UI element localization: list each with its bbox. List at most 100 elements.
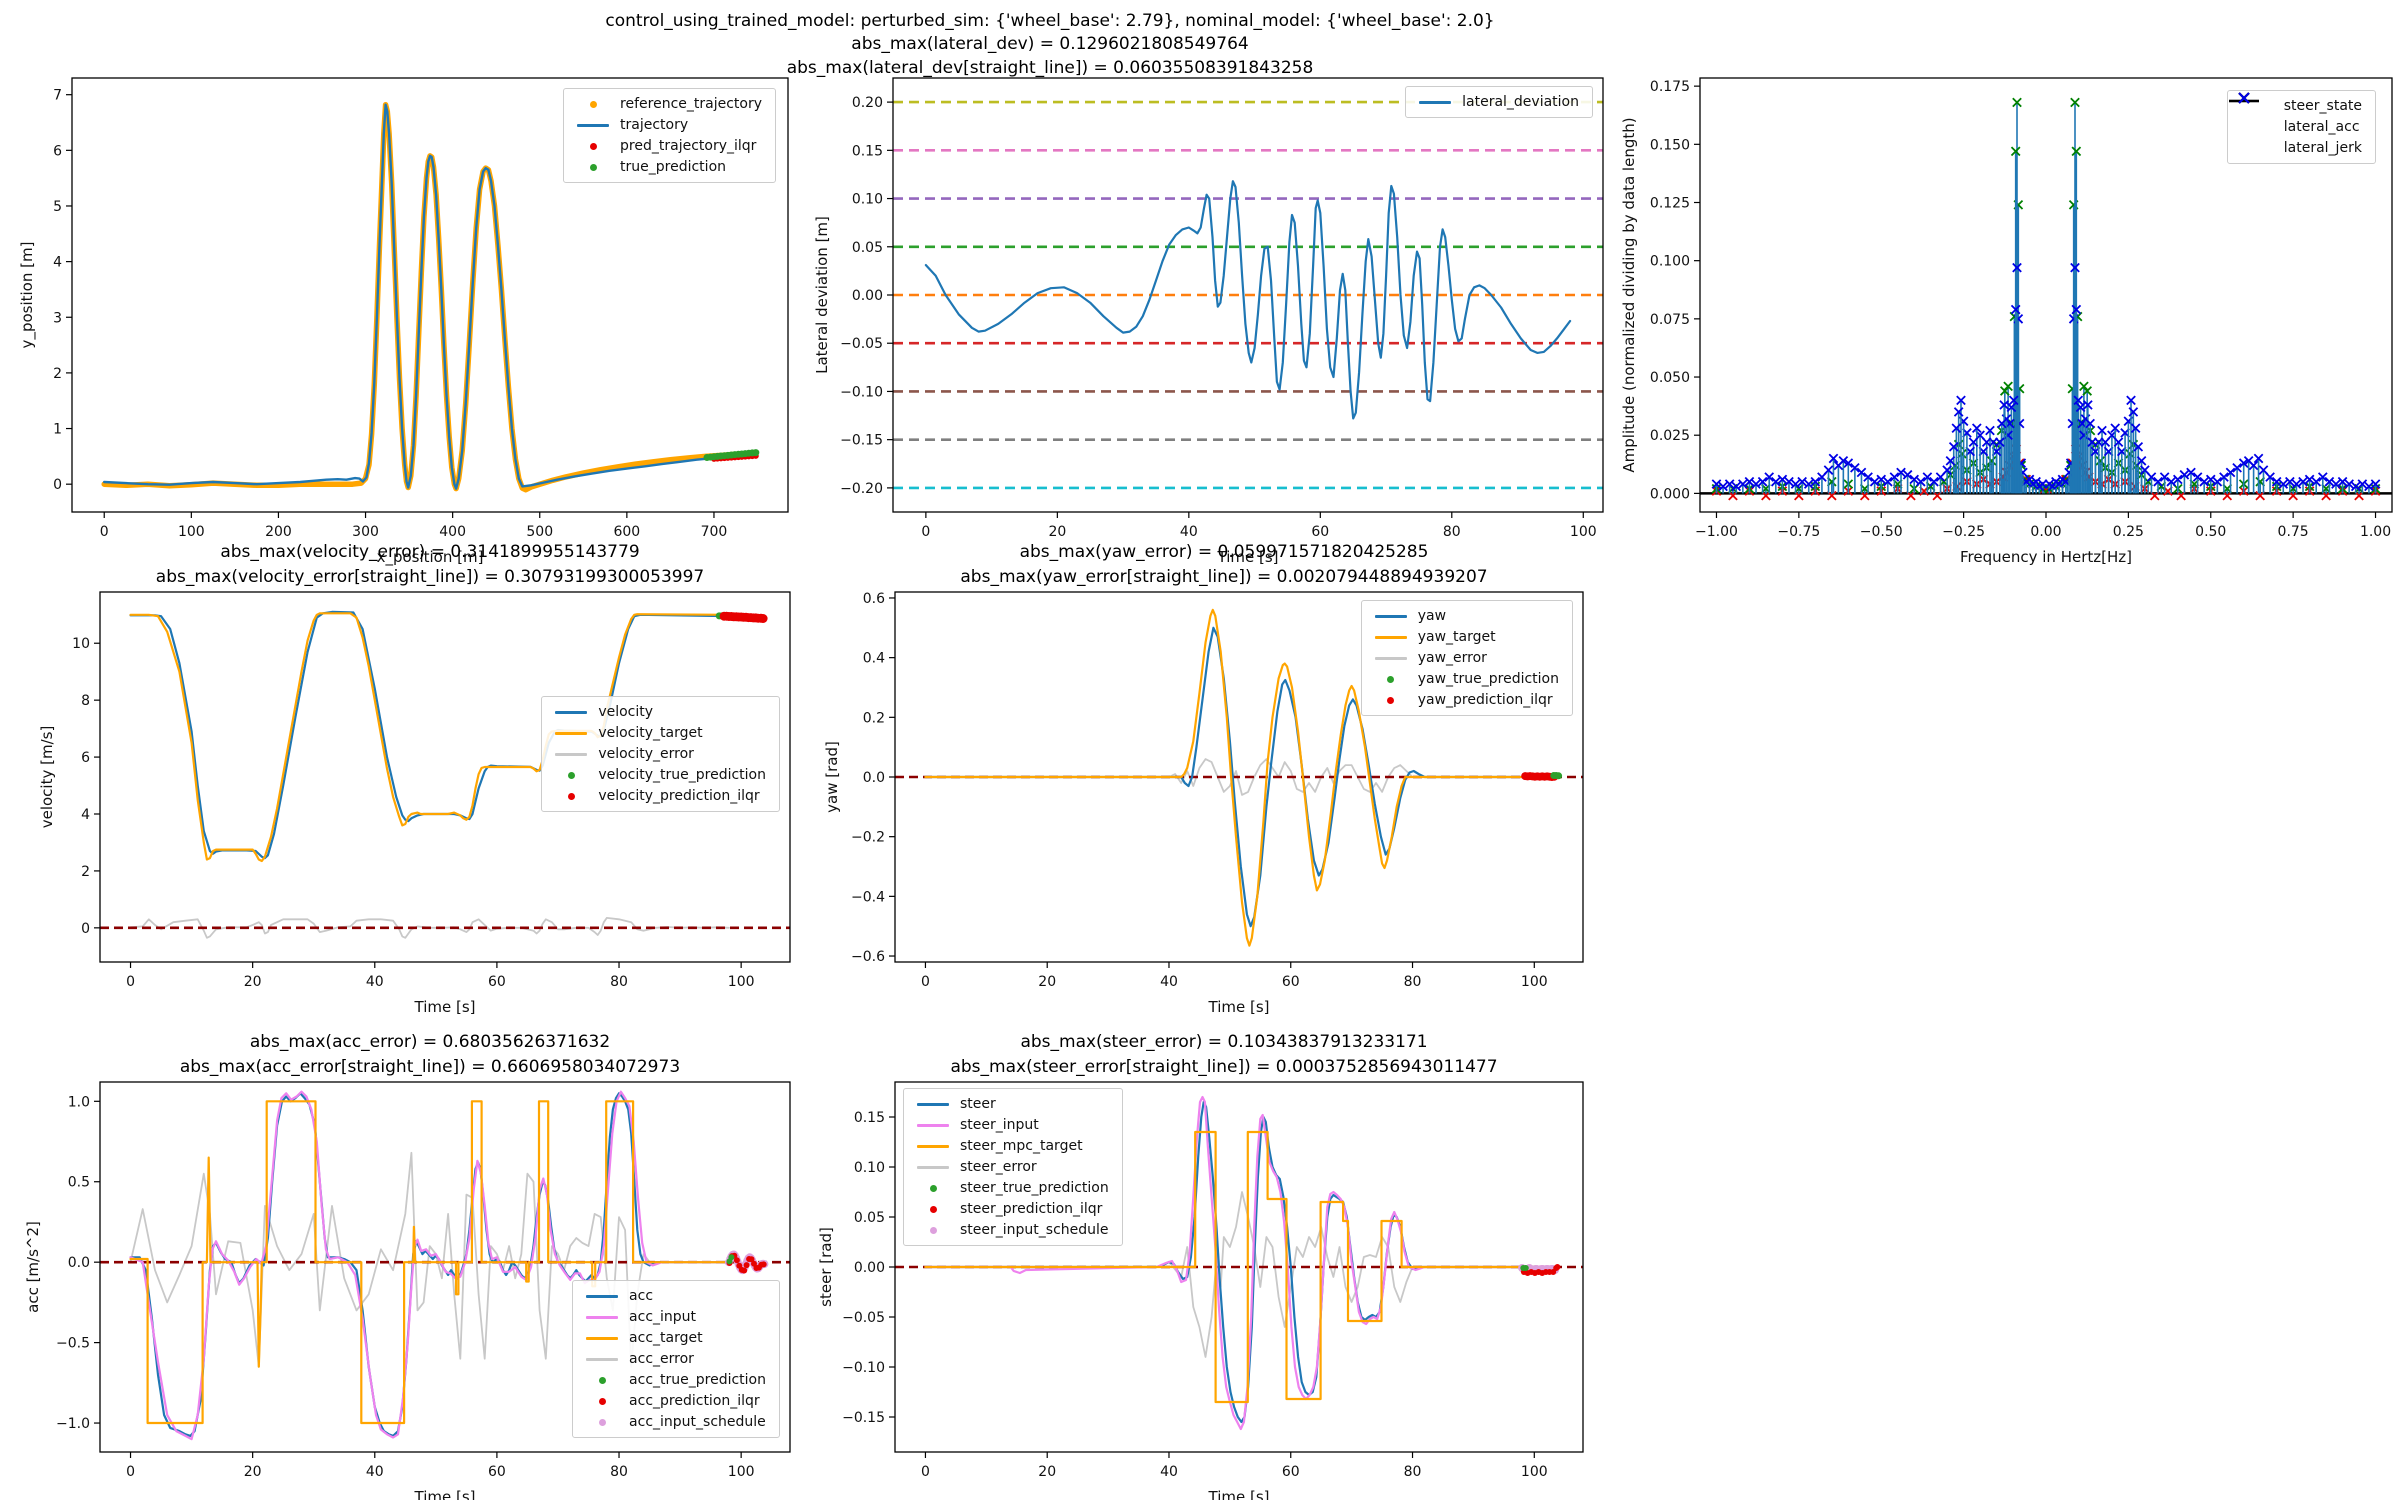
- legend-label: lateral_acc: [2283, 119, 2360, 135]
- legend-label: lateral_deviation: [1462, 94, 1579, 110]
- x-axis-label: Time [s]: [1217, 548, 1279, 566]
- legend-xmark-icon: [2228, 92, 2273, 155]
- suptitle-line-1: control_using_trained_model: perturbed_s…: [605, 11, 1495, 31]
- x-axis-label: x_position [m]: [377, 548, 484, 567]
- plot-velocity: abs_max(velocity_error) = 0.314189995514…: [38, 542, 791, 1016]
- y-tick-label: −0.05: [842, 1310, 885, 1326]
- y-tick-label: 0.050: [1650, 370, 1690, 386]
- x-axis-label: Frequency in Hertz[Hz]: [1960, 548, 2132, 566]
- plot-title-line: abs_max(acc_error[straight_line]) = 0.66…: [179, 1056, 681, 1077]
- plot-title-line: abs_max(yaw_error[straight_line]) = 0.00…: [960, 566, 1488, 587]
- legend-label: yaw_error: [1417, 650, 1487, 666]
- plot-title-line: abs_max(velocity_error) = 0.314189995514…: [220, 542, 640, 562]
- legend-label: pred_trajectory_ilqr: [620, 138, 757, 154]
- plot-title: abs_max(acc_error) = 0.68035626371632 ab…: [30, 1030, 830, 1079]
- x-tick-label: 60: [488, 1464, 506, 1480]
- legend-item-lateral_jerk: lateral_jerk: [2228, 92, 2362, 155]
- y-tick-label: 2: [81, 864, 90, 880]
- legend-item-trajectory: trajectory: [577, 118, 762, 132]
- x-tick-label: 0.25: [2113, 524, 2144, 540]
- y-tick-label: 0.175: [1650, 79, 1690, 95]
- legend-dot-marker-icon: [555, 789, 587, 803]
- legend-label: acc_error: [629, 1351, 694, 1367]
- x-tick-label: 100: [728, 974, 755, 990]
- series-trajectory: [103, 103, 757, 490]
- plot-title-line: abs_max(yaw_error) = 0.05997157182042528…: [1019, 542, 1429, 562]
- plot-lateral-deviation: 0 20 40 60 80 100 −0.20 −0.15 −0.10 −0.05 0.00 0.05…: [813, 77, 1604, 566]
- x-tick-label: 20: [1048, 524, 1066, 540]
- y-tick-label: 5: [53, 199, 62, 215]
- legend-line-marker-icon: [917, 1139, 949, 1153]
- y-tick-label: 1.0: [68, 1094, 90, 1110]
- suptitle-line-2: abs_max(lateral_dev) = 0.129602180854976…: [851, 34, 1249, 55]
- x-tick-label: 20: [1038, 1464, 1056, 1480]
- legend-label: velocity: [598, 704, 654, 720]
- x-tick-label: −0.75: [1777, 524, 1820, 540]
- y-tick-label: −0.05: [840, 336, 883, 352]
- legend-item-velocity: velocity: [555, 705, 766, 719]
- y-tick-label: 0.10: [852, 192, 883, 208]
- y-tick-label: 0.05: [854, 1210, 885, 1226]
- x-tick-label: 60: [1282, 974, 1300, 990]
- x-tick-label: −0.25: [1942, 524, 1985, 540]
- series-steer_mpc_target: [924, 1130, 1524, 1404]
- plot-title: abs_max(velocity_error) = 0.314189995514…: [30, 540, 830, 589]
- legend-line-marker-icon: [586, 1289, 619, 1303]
- x-tick-label: 40: [1160, 974, 1178, 990]
- legend-label: steer_input: [960, 1117, 1039, 1133]
- legend-line-marker-icon: [917, 1118, 949, 1132]
- y-tick-label: 0: [81, 921, 90, 937]
- y-tick-label: 0.15: [852, 143, 883, 159]
- legend-item-steer_input: steer_input: [917, 1118, 1109, 1132]
- legend-line-marker-icon: [555, 747, 588, 761]
- plot-steer: abs_max(steer_error) = 0.103438379132331…: [817, 1032, 1584, 1500]
- legend-line-marker-icon: [586, 1310, 619, 1324]
- series-steer_prediction_ilqr: [1520, 1264, 1561, 1276]
- x-tick-label: −1.00: [1695, 524, 1738, 540]
- legend-dot-marker-icon: [577, 160, 609, 174]
- y-tick-label: 0.000: [1650, 486, 1690, 502]
- x-tick-label: 200: [265, 524, 292, 540]
- y-tick-label: 0.20: [852, 95, 883, 111]
- legend-item-steer_true_prediction: steer_true_prediction: [917, 1181, 1109, 1195]
- legend-item-steer_input_schedule: steer_input_schedule: [917, 1223, 1109, 1237]
- legend-item-acc_input_schedule: acc_input_schedule: [586, 1415, 766, 1429]
- legend-label: steer: [960, 1096, 996, 1112]
- plot-yaw: abs_max(yaw_error) = 0.05997157182042528…: [823, 542, 1584, 1016]
- x-tick-label: 700: [701, 524, 728, 540]
- legend-label: steer_state: [2283, 98, 2362, 114]
- legend-box: steer_state lateral_acc lateral_jerk: [2226, 90, 2376, 164]
- chart-svg: 0 100 200 300 400 500 600 700 0 1 2 3 4 5 6 7 x_position…: [18, 77, 789, 567]
- y-tick-label: 10: [72, 636, 90, 652]
- legend-dot-marker-icon: [555, 768, 587, 782]
- legend-label: velocity_error: [598, 746, 694, 762]
- x-tick-label: 100: [178, 524, 205, 540]
- legend-label: velocity_true_prediction: [598, 767, 766, 783]
- x-tick-label: 100: [1570, 524, 1597, 540]
- series-yaw_target: [924, 608, 1524, 947]
- y-tick-label: −0.4: [851, 889, 885, 905]
- legend-label: steer_prediction_ilqr: [960, 1201, 1103, 1217]
- x-tick-label: 20: [244, 974, 262, 990]
- y-tick-label: 6: [81, 750, 90, 766]
- legend-dot-marker-icon: [917, 1223, 949, 1237]
- legend-dot-marker-icon: [1375, 672, 1407, 686]
- y-tick-label: 0.0: [863, 770, 885, 786]
- legend-item-yaw_target: yaw_target: [1374, 630, 1559, 644]
- y-tick-label: 4: [81, 807, 90, 823]
- legend-label: velocity_prediction_ilqr: [598, 788, 760, 804]
- legend-label: steer_error: [960, 1159, 1037, 1175]
- x-tick-label: 0: [126, 1464, 135, 1480]
- legend-label: trajectory: [620, 117, 689, 133]
- x-tick-label: 0: [921, 524, 930, 540]
- suptitle-line-3: abs_max(lateral_dev[straight_line]) = 0.…: [786, 57, 1314, 78]
- legend-xmark-icon: [2228, 92, 2273, 134]
- legend-item-yaw: yaw: [1374, 609, 1559, 623]
- chart-svg: −1.00 −0.75 −0.50 −0.25 0.00 0.25 0.50 0.75 1.00…: [1620, 77, 2393, 566]
- y-tick-label: −0.15: [840, 433, 883, 449]
- figure-suptitle: control_using_trained_model: perturbed_s…: [0, 10, 2100, 80]
- x-tick-label: 0.50: [2195, 524, 2226, 540]
- legend-dot-marker-icon: [586, 1394, 618, 1408]
- y-tick-label: −0.15: [842, 1410, 885, 1426]
